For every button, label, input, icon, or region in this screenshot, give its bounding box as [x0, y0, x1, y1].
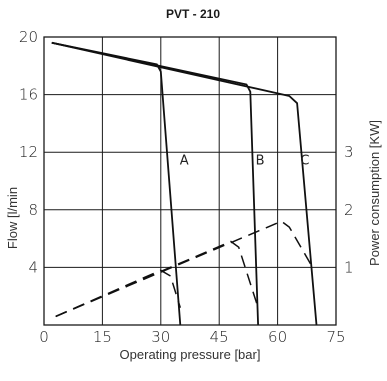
flow-curve-C [51, 41, 318, 326]
y2-tick-2: 2 [344, 201, 354, 219]
x-tick-45: 45 [210, 328, 229, 346]
x-tick-75: 75 [326, 328, 345, 346]
plot-frame [43, 36, 337, 326]
power-curve-C [55, 220, 314, 318]
power-curve-B [55, 240, 259, 318]
x-axis-label: Operating pressure [bar] [120, 347, 261, 362]
y-tick-12: 12 [19, 143, 38, 161]
y2-tick-3: 3 [344, 143, 354, 161]
grid [44, 37, 336, 325]
y-tick-4: 4 [28, 258, 38, 276]
y-tick-8: 8 [28, 201, 38, 219]
x-tick-30: 30 [151, 328, 170, 346]
power-curve-A [55, 269, 182, 318]
y-tick-20: 20 [19, 28, 38, 46]
curve-label-B: B [256, 153, 265, 168]
y2-tick-1: 1 [344, 258, 354, 276]
flow-curve-B [51, 41, 259, 326]
curve-labels: A B C [180, 153, 310, 168]
chart-title: PVT - 210 [166, 7, 220, 21]
y-axis-label: Flow [l/min [5, 187, 20, 249]
x-tick-15: 15 [93, 328, 112, 346]
y2-axis-label: Power consumption [KW] [367, 120, 382, 266]
x-tick-60: 60 [268, 328, 287, 346]
curves [51, 41, 318, 326]
curve-label-C: C [300, 153, 309, 168]
curve-label-A: A [180, 153, 189, 168]
y-tick-16: 16 [19, 86, 38, 104]
x-tick-0: 0 [39, 328, 49, 346]
